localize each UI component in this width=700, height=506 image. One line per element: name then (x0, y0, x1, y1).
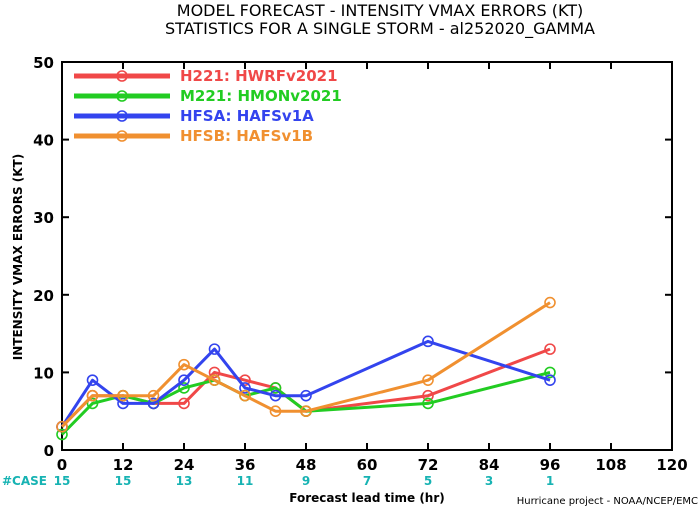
data-point (544, 296, 556, 309)
data-point (208, 343, 221, 355)
data-point (269, 405, 282, 418)
case-count: 5 (424, 474, 432, 488)
series-line (60, 301, 551, 428)
data-point (117, 389, 129, 402)
chart-subtitle: STATISTICS FOR A SINGLE STORM - al252020… (165, 19, 595, 39)
credit-text: Hurricane project - NOAA/NCEP/EMC (517, 496, 698, 506)
y-axis-label: INTENSITY VMAX ERRORS (KT) (11, 154, 25, 360)
data-point (300, 389, 312, 402)
data-point (178, 397, 190, 410)
data-point (269, 389, 282, 402)
legend-label: M221: HMONv2021 (180, 87, 342, 105)
legend: H221: HWRFv2021 M221: HMONv2021 HFSA: HAFS… (74, 67, 342, 145)
series-4 (56, 296, 556, 433)
case-count: 7 (363, 474, 371, 488)
legend-label: HFSB: HAFSv1B (180, 127, 313, 145)
case-count: 9 (302, 474, 310, 488)
legend-item-3: HFSA: HAFSv1A (74, 107, 314, 125)
x-tick-label: 48 (296, 456, 317, 474)
legend-marker (116, 130, 128, 142)
data-point (147, 389, 160, 402)
series-line (60, 339, 551, 428)
data-point (422, 335, 434, 348)
data-point (422, 374, 434, 386)
data-point (86, 374, 99, 386)
x-tick-label: 96 (540, 456, 561, 474)
data-point (86, 397, 99, 410)
data-point (56, 420, 68, 433)
case-counts: 15 15 13 11 9 7 5 3 1 (54, 474, 555, 488)
x-tick-label: 108 (595, 456, 626, 474)
series-line (60, 347, 551, 428)
x-tick-label: 0 (57, 456, 67, 474)
data-point (422, 397, 434, 410)
case-count: 15 (54, 474, 71, 488)
x-tick-label: 12 (113, 456, 134, 474)
x-axis-label: Forecast lead time (hr) (289, 491, 445, 505)
axes: 0 12 24 36 48 60 72 84 96 108 120 0 10 20 30 40 50 (33, 54, 688, 474)
data-point (178, 358, 190, 371)
data-point (178, 382, 190, 394)
legend-marker (116, 110, 128, 122)
x-tick-label: 24 (174, 456, 195, 474)
y-tick-label: 10 (33, 364, 54, 382)
data-point (269, 382, 282, 394)
data-point (239, 382, 251, 394)
series-3 (56, 335, 556, 433)
data-point (178, 374, 190, 386)
x-tick-label: 84 (479, 456, 500, 474)
data-point (239, 389, 251, 402)
case-count: 3 (485, 474, 493, 488)
data-point (208, 366, 221, 379)
y-tick-label: 50 (33, 54, 54, 72)
y-tick-label: 0 (44, 442, 54, 460)
data-point (422, 389, 434, 402)
legend-label: HFSA: HAFSv1A (180, 107, 314, 125)
case-label: #CASE (2, 474, 47, 488)
case-count: 13 (176, 474, 193, 488)
y-tick-label: 40 (33, 132, 54, 150)
y-tick-label: 20 (33, 287, 54, 305)
data-point (544, 343, 556, 355)
chart-title: MODEL FORECAST - INTENSITY VMAX ERRORS (… (177, 1, 583, 20)
case-count: 1 (546, 474, 554, 488)
data-point (56, 428, 68, 441)
x-tick-label: 60 (357, 456, 378, 474)
data-point (86, 389, 99, 402)
data-point (147, 397, 160, 410)
series-layer (56, 296, 556, 441)
plot-frame (61, 61, 673, 451)
legend-marker (116, 70, 128, 82)
legend-item-1: H221: HWRFv2021 (74, 67, 338, 85)
x-tick-label: 36 (235, 456, 256, 474)
case-count: 15 (115, 474, 132, 488)
data-point (208, 374, 221, 386)
y-tick-label: 30 (33, 209, 54, 227)
data-point (300, 405, 312, 418)
case-count: 11 (237, 474, 254, 488)
data-point (544, 366, 556, 379)
legend-label: H221: HWRFv2021 (180, 67, 338, 85)
legend-marker (116, 90, 128, 102)
x-tick-label: 72 (418, 456, 439, 474)
data-point (544, 374, 556, 386)
legend-item-2: M221: HMONv2021 (74, 87, 342, 105)
data-point (117, 397, 129, 410)
x-tick-label: 120 (656, 456, 687, 474)
legend-item-4: HFSB: HAFSv1B (74, 127, 313, 145)
